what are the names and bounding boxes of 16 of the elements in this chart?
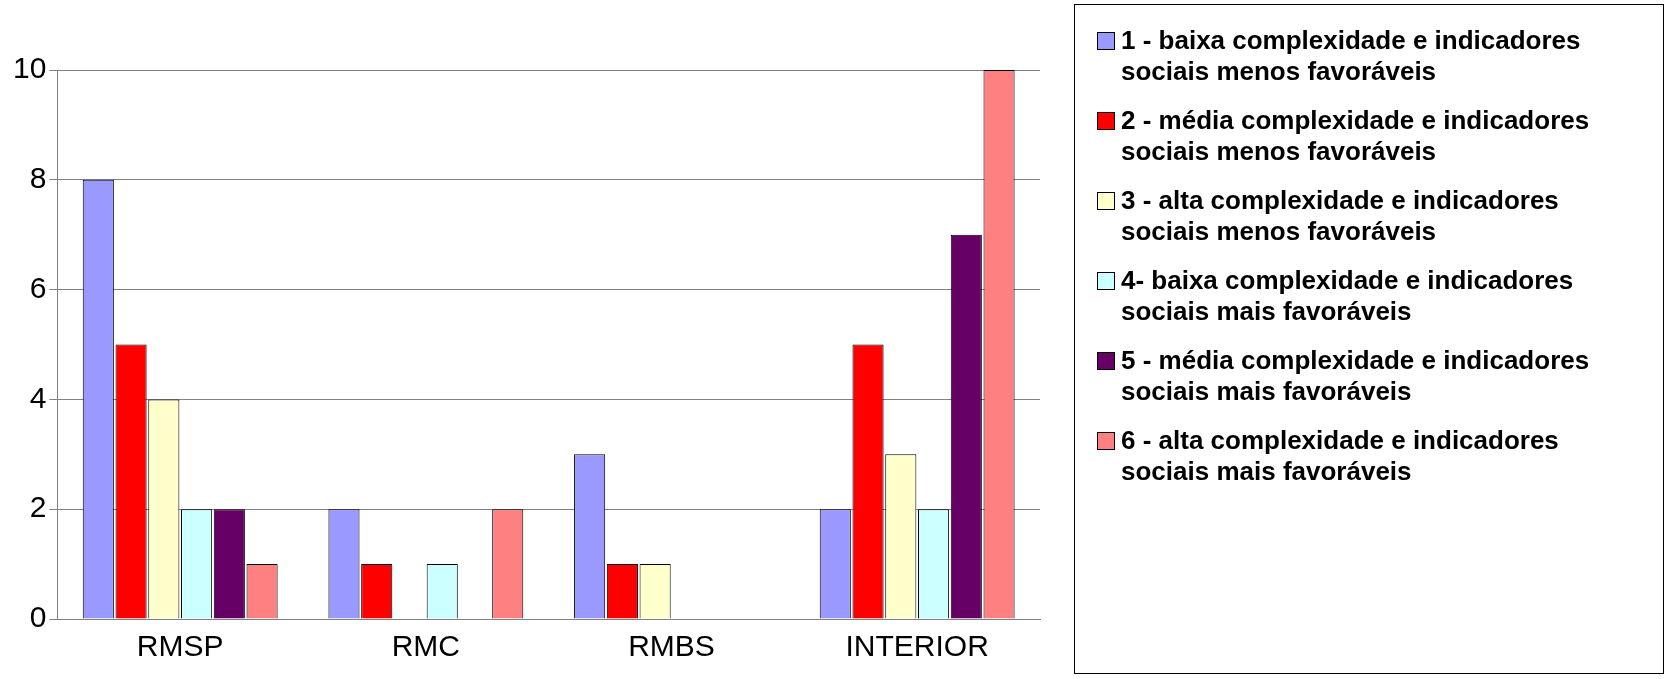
y-tick-label: 8 — [29, 161, 47, 195]
legend-label: 3 - alta complexidade e indicadores sociais menos favoráveis — [1121, 185, 1560, 247]
x-tick-label: RMC — [391, 629, 461, 663]
legend-label: 5 - média complexidade e indicadores sociais mais favoráveis — [1121, 345, 1591, 407]
legend-label: 4- baixa complexidade e indicadores sociais mais favoráveis — [1121, 265, 1575, 327]
x-tick-label: RMBS — [628, 629, 715, 663]
y-tick-label: 2 — [29, 490, 47, 524]
y-tick-label: 4 — [29, 380, 47, 414]
y-tick-label: 6 — [29, 270, 47, 304]
y-tick-label: 10 — [12, 51, 47, 85]
x-tick-label: RMSP — [136, 629, 224, 663]
legend-label: 6 - alta complexidade e indicadores sociais mais favoráveis — [1121, 425, 1560, 487]
legend-label: 1 - baixa complexidade e indicadores sociais menos favoráveis — [1121, 25, 1582, 87]
legend-label: 2 - média complexidade e indicadores sociais menos favoráveis — [1121, 105, 1591, 167]
x-tick-label: INTERIOR — [845, 629, 989, 663]
y-tick-label: 0 — [29, 600, 47, 634]
